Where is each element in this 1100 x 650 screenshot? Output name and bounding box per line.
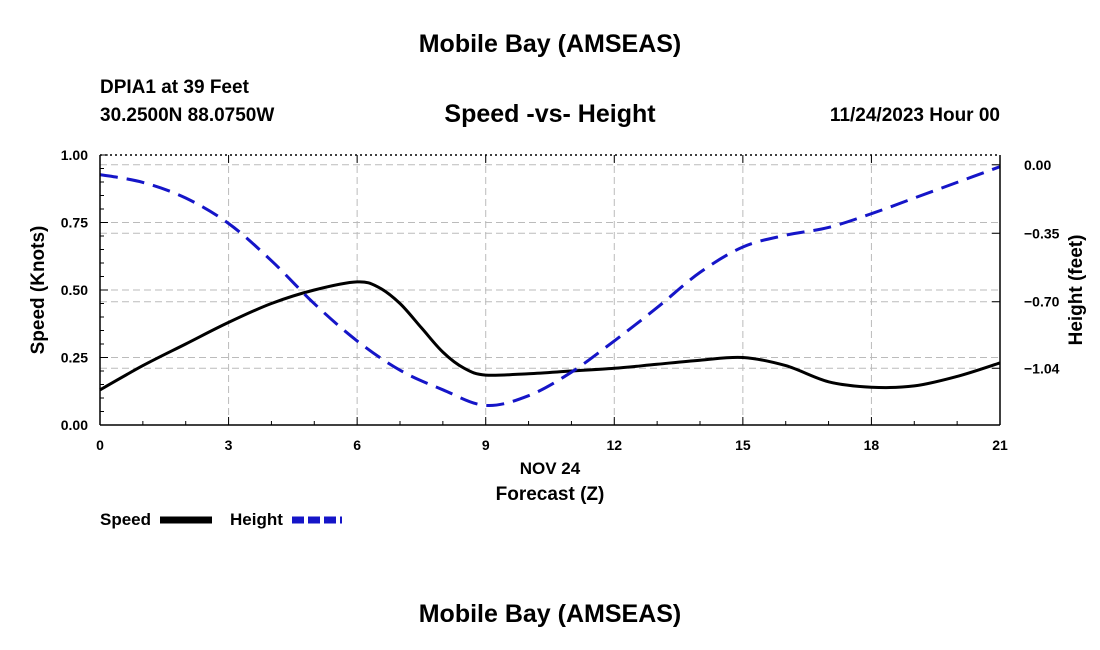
footer-title: Mobile Bay (AMSEAS) xyxy=(418,600,682,628)
grid-layer xyxy=(100,155,1000,425)
forecast-datetime: 11/24/2023 Hour 00 xyxy=(829,105,1000,126)
x-tick-label: 9 xyxy=(482,437,490,453)
station-coordinates: 30.2500N 88.0750W xyxy=(100,105,275,126)
y-left-tick-label: 1.00 xyxy=(61,147,88,163)
axes-layer xyxy=(99,154,1001,426)
x-axis-title: Forecast (Z) xyxy=(496,484,605,505)
x-axis-date-label: NOV 24 xyxy=(520,459,581,478)
y-right-tick-label: −1.04 xyxy=(1024,360,1060,376)
y-left-tick-label: 0.50 xyxy=(61,282,88,298)
y-right-tick-label: −0.70 xyxy=(1024,294,1060,310)
y-left-tick-label: 0.00 xyxy=(61,417,88,433)
y-left-tick-label: 0.75 xyxy=(61,215,88,231)
series-layer xyxy=(99,165,1001,407)
series-line-height xyxy=(99,165,1001,407)
labels-layer: 0 3 6 9 12 15 18 21 0.00 0.25 0.50 0.75 1.00 0.00 −0.3… xyxy=(28,147,1087,505)
station-label: DPIA1 at 39 Feet xyxy=(100,77,249,98)
y-left-axis-title: Speed (Knots) xyxy=(28,226,49,355)
x-tick-label: 0 xyxy=(96,437,104,453)
x-tick-label: 12 xyxy=(606,437,622,453)
legend: Speed Height xyxy=(100,510,342,529)
x-tick-label: 21 xyxy=(992,437,1008,453)
legend-label-speed: Speed xyxy=(100,510,151,529)
y-left-tick-label: 0.25 xyxy=(61,350,88,366)
x-tick-label: 6 xyxy=(353,437,361,453)
x-tick-label: 3 xyxy=(225,437,233,453)
legend-label-height: Height xyxy=(230,510,283,529)
y-right-tick-label: 0.00 xyxy=(1024,157,1051,173)
page-title: Mobile Bay (AMSEAS) xyxy=(418,30,682,58)
x-tick-label: 15 xyxy=(735,437,751,453)
y-right-axis-title: Height (feet) xyxy=(1066,235,1087,346)
series-line-speed xyxy=(99,280,1001,392)
x-tick-label: 18 xyxy=(864,437,880,453)
y-right-tick-label: −0.35 xyxy=(1024,225,1060,241)
chart-subtitle: Speed -vs- Height xyxy=(444,100,656,128)
